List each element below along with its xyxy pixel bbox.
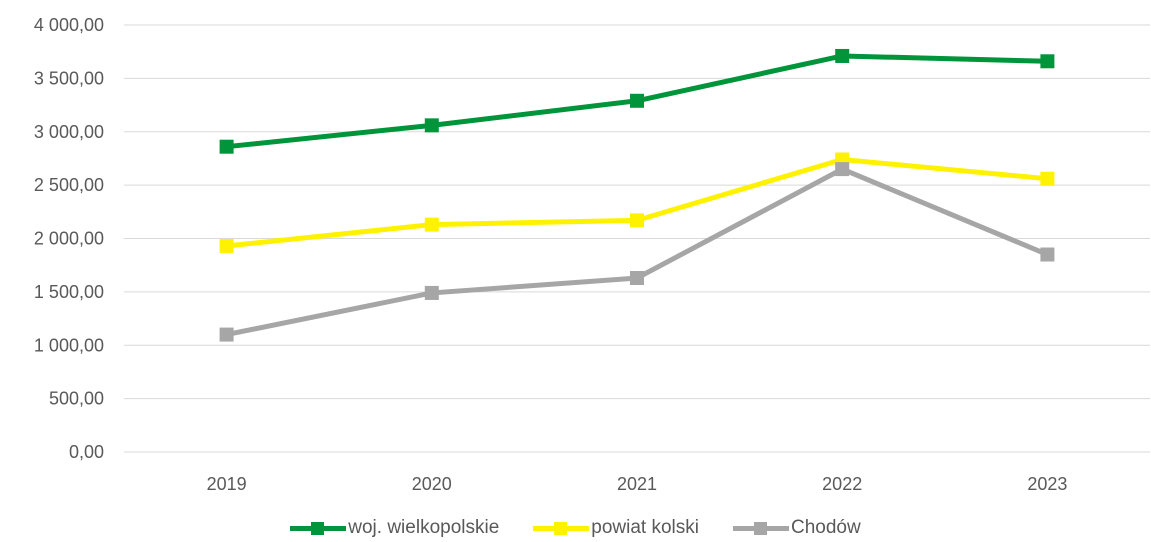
data-point-powiat-kolski-2019 bbox=[219, 238, 234, 253]
y-tick-label: 3 000,00 bbox=[34, 122, 104, 142]
legend-item-woj-wielkopolskie: woj. wielkopolskie bbox=[290, 517, 499, 539]
data-point-chod-w-2019 bbox=[219, 327, 234, 342]
y-tick-label: 2 000,00 bbox=[34, 229, 104, 249]
legend-swatch-chodow bbox=[733, 518, 789, 538]
y-tick-label: 1 000,00 bbox=[34, 335, 104, 355]
y-axis-tick-labels: 0,00 500,00 1 000,00 1 500,00 2 000,00 2 500,… bbox=[34, 15, 104, 462]
data-point-woj-wielkopolskie-2023 bbox=[1040, 54, 1055, 69]
data-point-woj-wielkopolskie-2020 bbox=[424, 118, 439, 133]
x-axis-tick-labels: 2019 2020 2021 2022 2023 bbox=[207, 474, 1068, 494]
series-line-chod-w bbox=[224, 166, 1050, 338]
y-tick-label: 0,00 bbox=[69, 442, 104, 462]
x-tick-label: 2019 bbox=[207, 474, 247, 494]
y-tick-label: 2 500,00 bbox=[34, 175, 104, 195]
legend-item-chodow: Chodów bbox=[733, 517, 861, 539]
series-markers bbox=[219, 48, 1055, 342]
data-point-woj-wielkopolskie-2022 bbox=[835, 48, 850, 63]
legend-label-chodow: Chodów bbox=[791, 517, 861, 538]
x-tick-label: 2021 bbox=[617, 474, 657, 494]
y-tick-label: 1 500,00 bbox=[34, 282, 104, 302]
x-tick-label: 2023 bbox=[1027, 474, 1067, 494]
data-point-chod-w-2020 bbox=[424, 285, 439, 300]
data-point-chod-w-2023 bbox=[1040, 247, 1055, 262]
data-point-powiat-kolski-2021 bbox=[630, 213, 644, 228]
legend-swatch-woj-wielkopolskie bbox=[290, 518, 347, 538]
data-point-chod-w-2022 bbox=[835, 162, 850, 177]
data-point-powiat-kolski-2023 bbox=[1040, 171, 1055, 186]
y-tick-label: 500,00 bbox=[49, 389, 104, 409]
legend-item-powiat-kolski: powiat kolski bbox=[533, 517, 699, 539]
data-point-chod-w-2021 bbox=[630, 270, 644, 285]
legend-label-powiat-kolski: powiat kolski bbox=[591, 517, 699, 538]
x-tick-label: 2020 bbox=[412, 474, 452, 494]
y-tick-label: 4 000,00 bbox=[34, 15, 104, 35]
y-tick-label: 3 500,00 bbox=[34, 68, 104, 88]
legend: woj. wielkopolskie powiat kolski Chodów bbox=[0, 517, 1151, 539]
legend-swatch-powiat-kolski bbox=[533, 518, 590, 538]
data-point-powiat-kolski-2020 bbox=[424, 217, 439, 232]
legend-label-woj-wielkopolskie: woj. wielkopolskie bbox=[348, 517, 500, 538]
data-point-woj-wielkopolskie-2021 bbox=[630, 93, 644, 108]
data-point-woj-wielkopolskie-2019 bbox=[219, 139, 234, 154]
x-tick-label: 2022 bbox=[822, 474, 862, 494]
